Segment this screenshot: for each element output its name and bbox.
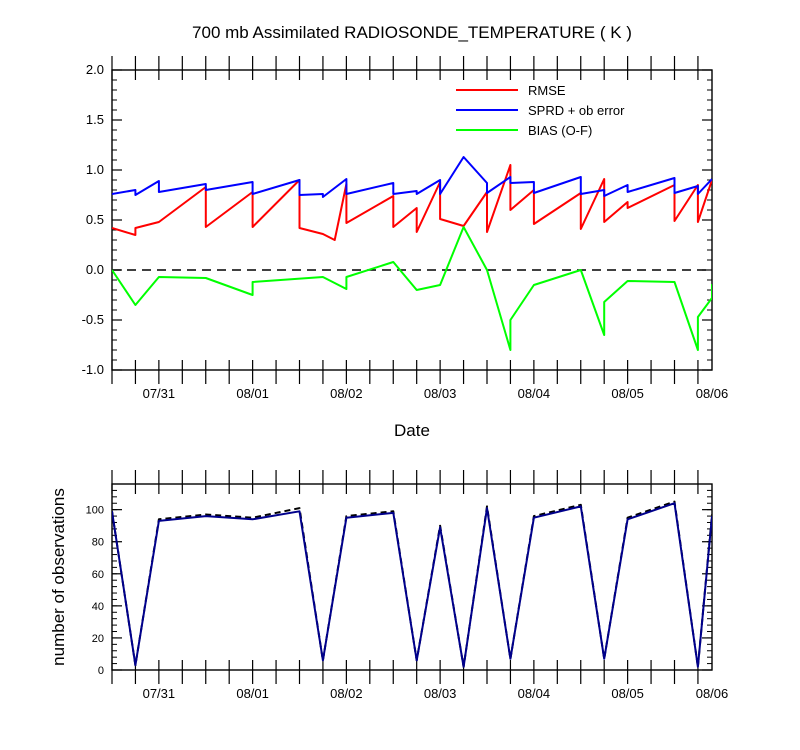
bottom-x-tick-label: 08/04 xyxy=(518,686,551,701)
legend-label: RMSE xyxy=(528,83,566,98)
top-y-tick-label: 2.0 xyxy=(86,62,104,77)
top-x-tick-label: 08/01 xyxy=(236,386,269,401)
bottom-y-tick-label: 40 xyxy=(92,601,104,613)
bottom-y-axis-title: number of observations xyxy=(49,488,68,666)
top-x-tick-label: 07/31 xyxy=(143,386,176,401)
bottom-series-assimilated xyxy=(112,502,712,668)
top-y-tick-label: 0.0 xyxy=(86,262,104,277)
top-series-sprd-ob-error xyxy=(112,156,712,198)
top-y-tick-label: 1.0 xyxy=(86,162,104,177)
bottom-y-tick-label: 100 xyxy=(86,505,104,517)
top-series-rmse xyxy=(112,164,712,241)
top-series-bias-o-f xyxy=(112,226,712,351)
top-y-tick-label: -1.0 xyxy=(82,362,104,377)
top-x-tick-label: 08/06 xyxy=(696,386,729,401)
bottom-y-tick-label: 20 xyxy=(92,633,104,645)
bottom-x-tick-label: 08/06 xyxy=(696,686,729,701)
top-x-tick-label: 08/04 xyxy=(518,386,551,401)
bottom-series-group xyxy=(112,500,712,668)
chart-title: 700 mb Assimilated RADIOSONDE_TEMPERATUR… xyxy=(192,23,632,42)
legend-label: BIAS (O-F) xyxy=(528,123,592,138)
bottom-x-tick-label: 07/31 xyxy=(143,686,176,701)
top-x-tick-label: 08/02 xyxy=(330,386,363,401)
bottom-x-tick-label: 08/02 xyxy=(330,686,363,701)
bottom-y-tick-label: 60 xyxy=(92,569,104,581)
top-x-tick-label: 08/03 xyxy=(424,386,457,401)
legend-label: SPRD + ob error xyxy=(528,103,625,118)
top-series-group xyxy=(112,156,712,351)
bottom-y-tick-label: 80 xyxy=(92,537,104,549)
top-plot: 2.0 1.5 1.0 0.5 0.0 -0.5 -1.0 07/31 08/01 08/02 08… xyxy=(82,56,729,401)
x-axis-title: Date xyxy=(394,421,430,440)
bottom-y-tick-label: 0 xyxy=(98,665,104,677)
bottom-x-tick-label: 08/03 xyxy=(424,686,457,701)
bottom-series-possible xyxy=(112,500,712,668)
bottom-x-tick-label: 08/05 xyxy=(611,686,644,701)
top-y-tick-label: 1.5 xyxy=(86,112,104,127)
bottom-plot: 100 80 60 40 20 0 07/31 08/01 08/02 08/03 08/04 08/… xyxy=(49,470,728,701)
top-y-tick-label: -0.5 xyxy=(82,312,104,327)
bottom-frame xyxy=(111,483,713,671)
top-y-tick-label: 0.5 xyxy=(86,212,104,227)
top-x-tick-label: 08/05 xyxy=(611,386,644,401)
bottom-x-tick-label: 08/01 xyxy=(236,686,269,701)
